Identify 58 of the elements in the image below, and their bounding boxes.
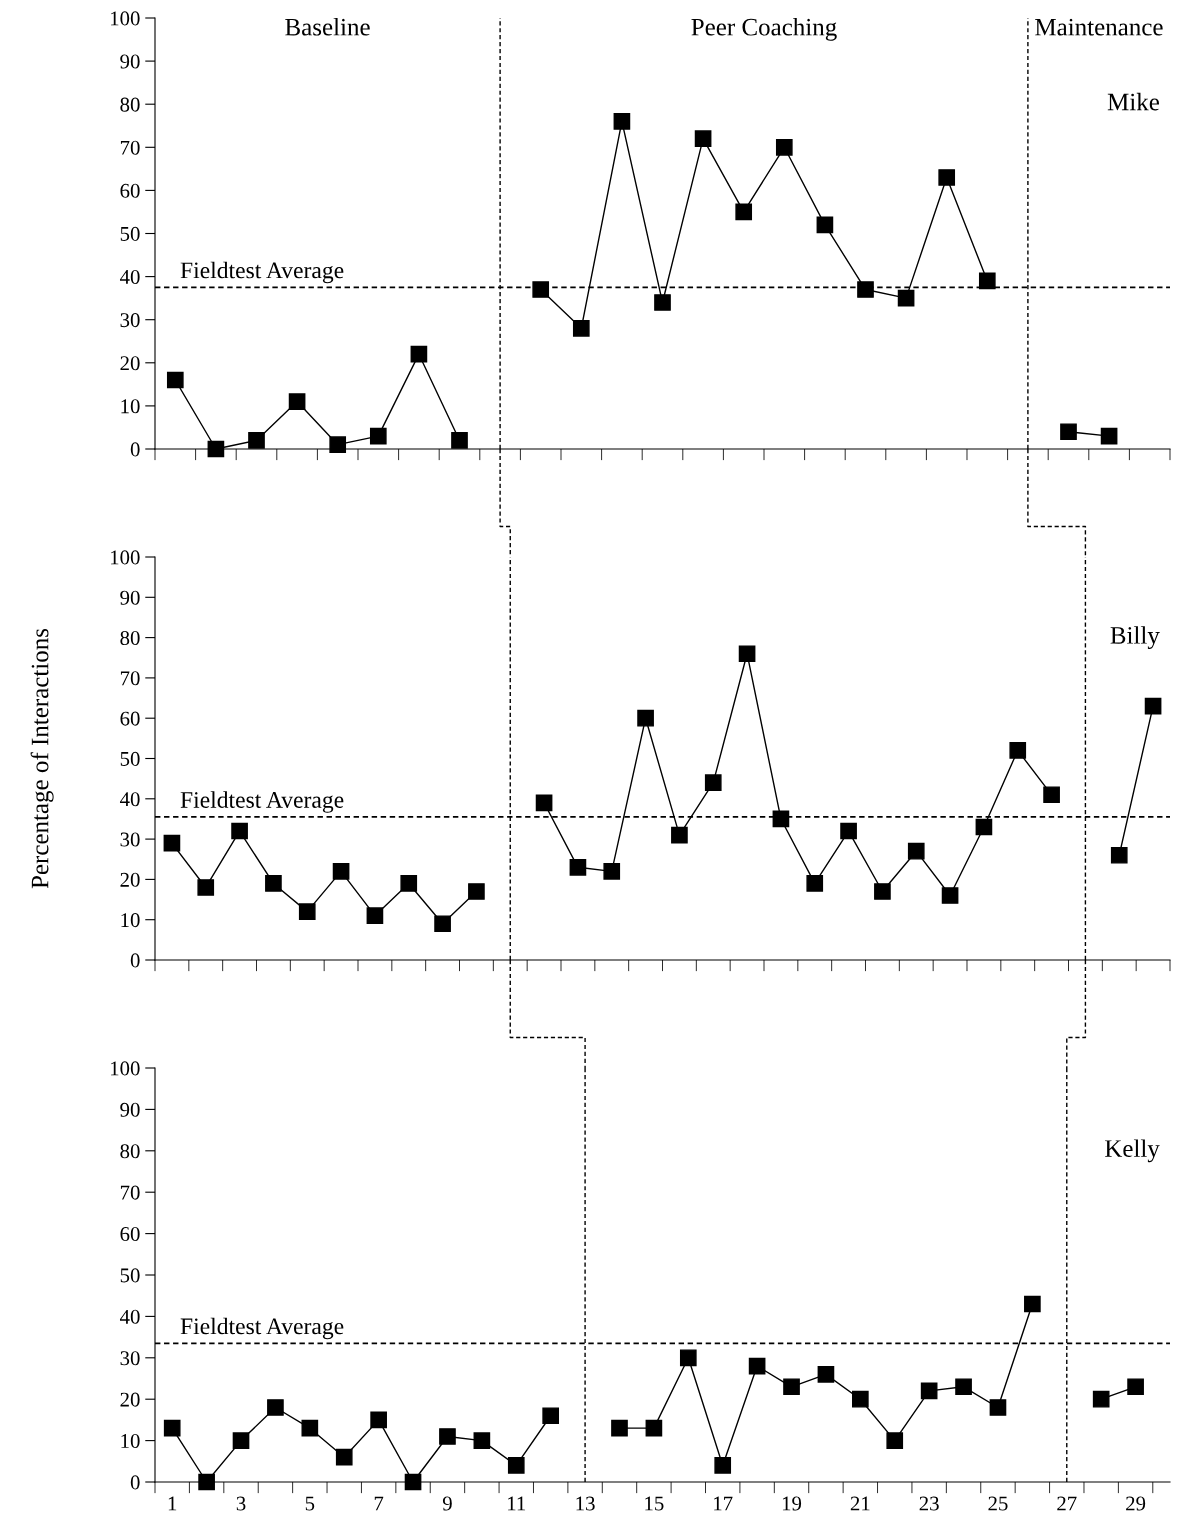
x-tick-label: 17 [714,1496,733,1511]
x-tick-label: 7 [374,1496,384,1511]
y-tick-label: 70 [120,671,140,686]
y-tick-label: 40 [119,269,140,285]
annotation: Billy [1110,626,1160,649]
y-tick-label: 10 [121,399,140,414]
y-tick-label: 0 [130,1475,140,1490]
y-tick-label: 60 [120,711,140,726]
x-tick-label: 23 [919,1496,939,1511]
y-tick-label: 80 [120,97,140,112]
y-tick-label: 10 [121,1433,140,1449]
x-tick-label: 13 [576,1496,595,1511]
x-tick-label: 11 [508,1496,526,1511]
annotation: Baseline [285,18,370,36]
x-tick-label: 5 [305,1496,315,1511]
y-tick-label: 90 [120,54,140,69]
y-tick-label: 70 [120,1185,140,1200]
y-tick-label: 0 [130,953,140,968]
y-tick-label: 70 [120,140,140,155]
x-tick-label: 1 [168,1496,177,1511]
y-tick-label: 20 [120,872,140,887]
y-tick-label: 90 [120,590,140,605]
ref-line-label: Fieldtest Average [180,791,344,813]
y-tick-label: 100 [111,11,140,26]
annotation: Peer Coaching [691,18,837,41]
ref-line-label: Fieldtest Average [180,261,344,284]
y-tick-label: 40 [119,1309,140,1324]
y-tick-label: 50 [120,226,140,241]
y-tick-label: 20 [120,356,140,371]
y-tick-label: 80 [120,1144,140,1159]
y-tick-label: 100 [111,550,140,565]
y-tick-label: 30 [120,832,140,847]
x-tick-label: 15 [645,1496,664,1511]
x-tick-label: 3 [236,1496,246,1511]
y-tick-label: 30 [120,1351,140,1366]
y-tick-label: 80 [120,630,140,646]
x-tick-label: 29 [1126,1496,1146,1511]
x-tick-label: 25 [988,1496,1008,1511]
annotation: Kelly [1105,1139,1160,1163]
y-tick-label: 40 [119,792,140,807]
y-axis-title: Percentage of Interactions [30,628,54,889]
y-tick-label: 10 [121,913,140,928]
y-tick-label: 60 [120,183,140,198]
y-tick-label: 90 [120,1102,140,1117]
y-tick-label: 0 [130,442,140,457]
y-tick-label: 50 [120,751,140,766]
y-tick-label: 20 [120,1392,140,1407]
ref-line-label: Fieldtest Average [180,1317,344,1340]
x-tick-label: 27 [1057,1496,1077,1511]
annotation: Maintenance [1035,18,1163,36]
annotation: Mike [1107,92,1159,111]
x-tick-label: 21 [850,1496,870,1511]
y-tick-label: 30 [120,313,140,328]
y-tick-label: 60 [120,1226,140,1242]
x-tick-label: 9 [442,1496,452,1511]
y-tick-label: 100 [111,1061,140,1076]
x-tick-label: 19 [782,1496,802,1511]
y-tick-label: 50 [120,1268,140,1283]
